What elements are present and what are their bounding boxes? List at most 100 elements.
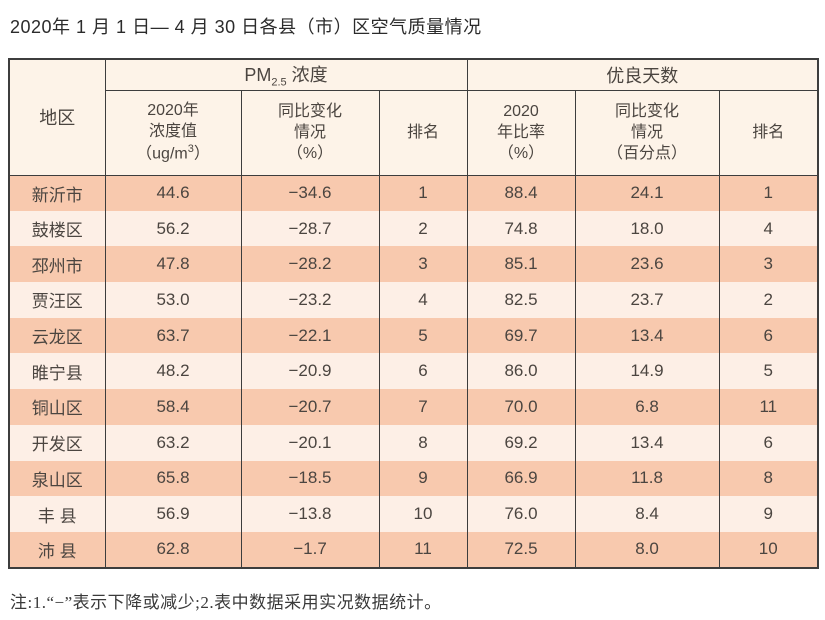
good-change-cell: 24.1 — [574, 175, 720, 211]
header-good-change: 同比变化 情况 （百分点） — [574, 89, 720, 176]
pm-value-cell: 65.8 — [104, 460, 242, 497]
table-row: 鼓楼区 56.2 −28.7 2 74.8 18.0 4 — [8, 210, 819, 247]
region-cell: 邳州市 — [8, 246, 106, 283]
good-change-cell: 8.0 — [574, 531, 720, 568]
pm-rank-cell: 6 — [378, 353, 468, 390]
good-rank-cell: 1 — [718, 175, 819, 211]
pm-value-cell: 47.8 — [104, 246, 242, 283]
good-rank-cell: 3 — [718, 246, 819, 283]
pm-rank-cell: 2 — [378, 210, 468, 247]
header-region: 地区 — [8, 58, 106, 176]
pm-label: PM — [244, 64, 272, 85]
good-ratio-cell: 70.0 — [466, 389, 576, 425]
good-ratio-cell: 72.5 — [466, 531, 576, 568]
table-row: 沛 县 62.8 −1.7 11 72.5 8.0 10 — [8, 531, 819, 568]
region-cell: 泉山区 — [8, 460, 106, 497]
table-row: 丰 县 56.9 −13.8 10 76.0 8.4 9 — [8, 496, 819, 532]
good-change-cell: 23.7 — [574, 282, 720, 318]
pm-change-cell: −18.5 — [240, 460, 380, 497]
pm-change-cell: −34.6 — [240, 175, 380, 211]
table-row: 邳州市 47.8 −28.2 3 85.1 23.6 3 — [8, 246, 819, 283]
air-quality-table: 地区 PM2.5 浓度 优良天数 2020年 浓度值 （ug/m3） 同比变化 情… — [8, 58, 820, 569]
header-line: 年比率 — [497, 123, 546, 141]
good-change-cell: 13.4 — [574, 424, 720, 461]
good-rank-cell: 4 — [718, 210, 819, 247]
pm-rank-cell: 7 — [378, 389, 468, 425]
pm-value-cell: 58.4 — [104, 389, 242, 425]
pm-change-cell: −28.7 — [240, 210, 380, 247]
good-change-cell: 18.0 — [574, 210, 720, 247]
good-change-cell: 11.8 — [574, 460, 720, 497]
good-rank-cell: 10 — [718, 531, 819, 568]
pm-change-cell: −1.7 — [240, 531, 380, 568]
header-line: 浓度值 — [148, 123, 197, 141]
header-line: （ug/m3） — [106, 142, 241, 164]
table-header: 地区 PM2.5 浓度 优良天数 2020年 浓度值 （ug/m3） 同比变化 情… — [8, 58, 819, 176]
good-ratio-cell: 85.1 — [466, 246, 576, 283]
pm-rank-cell: 10 — [378, 496, 468, 532]
region-cell: 贾汪区 — [8, 282, 106, 318]
unit-suffix: ） — [193, 145, 210, 163]
pm-value-cell: 48.2 — [104, 353, 242, 390]
region-cell: 铜山区 — [8, 389, 106, 425]
pm-change-cell: −22.1 — [240, 317, 380, 354]
header-group-pm25: PM2.5 浓度 — [104, 58, 468, 91]
header-group-row: 地区 PM2.5 浓度 优良天数 — [8, 58, 819, 176]
good-rank-cell: 9 — [718, 496, 819, 532]
region-cell: 睢宁县 — [8, 353, 106, 390]
page-title: 2020年 1 月 1 日— 4 月 30 日各县（市）区空气质量情况 — [10, 17, 482, 37]
pm-value-cell: 56.2 — [104, 210, 242, 247]
header-sub-row: 2020年 浓度值 （ug/m3） 同比变化 情况 （%） 排名 2020 年比… — [9, 89, 819, 176]
table-row: 开发区 63.2 −20.1 8 69.2 13.4 6 — [8, 424, 819, 461]
unit-superscript: 3 — [187, 143, 194, 156]
pm-change-cell: −13.8 — [240, 496, 380, 532]
pm-value-cell: 56.9 — [104, 496, 242, 532]
good-change-cell: 14.9 — [574, 353, 720, 390]
good-change-cell: 6.8 — [574, 389, 720, 425]
good-rank-cell: 6 — [718, 424, 819, 461]
header-pm-value: 2020年 浓度值 （ug/m3） — [104, 89, 242, 176]
pm-rank-cell: 9 — [378, 460, 468, 497]
good-ratio-cell: 82.5 — [466, 282, 576, 318]
pm-value-cell: 62.8 — [104, 531, 242, 568]
pm-rank-cell: 5 — [378, 317, 468, 354]
table-row: 睢宁县 48.2 −20.9 6 86.0 14.9 5 — [8, 353, 819, 390]
header-line: （%） — [286, 145, 334, 163]
region-cell: 沛 县 — [8, 531, 106, 568]
good-ratio-cell: 69.2 — [466, 424, 576, 461]
table-row: 贾汪区 53.0 −23.2 4 82.5 23.7 2 — [8, 282, 819, 318]
pm-rank-cell: 8 — [378, 424, 468, 461]
good-ratio-cell: 76.0 — [466, 496, 576, 532]
header-line: 同比变化 — [277, 102, 342, 120]
region-cell: 新沂市 — [8, 175, 106, 211]
table-row: 铜山区 58.4 −20.7 7 70.0 6.8 11 — [8, 389, 819, 425]
good-ratio-cell: 88.4 — [466, 175, 576, 211]
pm-rank-cell: 4 — [378, 282, 468, 318]
good-ratio-cell: 69.7 — [466, 317, 576, 354]
header-pm-change: 同比变化 情况 （%） — [240, 89, 380, 176]
good-change-cell: 23.6 — [574, 246, 720, 283]
good-change-cell: 8.4 — [574, 496, 720, 532]
good-ratio-cell: 86.0 — [466, 353, 576, 390]
pm-value-cell: 63.7 — [104, 317, 242, 354]
header-line: 2020年 — [147, 102, 199, 120]
header-good-rank: 排名 — [718, 89, 819, 176]
pm-change-cell: −20.7 — [240, 389, 380, 425]
header-group-good-days: 优良天数 — [466, 58, 819, 91]
pm-value-cell: 44.6 — [104, 175, 242, 211]
region-cell: 开发区 — [8, 424, 106, 461]
header-line: 2020 — [503, 102, 539, 120]
unit-prefix: （ug/m — [136, 145, 188, 163]
good-rank-cell: 8 — [718, 460, 819, 497]
pm-concentration-label: 浓度 — [291, 64, 328, 85]
header-line: （%） — [497, 145, 545, 163]
good-ratio-cell: 66.9 — [466, 460, 576, 497]
pm-change-cell: −28.2 — [240, 246, 380, 283]
header-good-ratio: 2020 年比率 （%） — [466, 89, 576, 176]
header-line: 同比变化 — [615, 102, 680, 120]
pm-subscript: 2.5 — [271, 76, 287, 89]
good-rank-cell: 6 — [718, 317, 819, 354]
region-cell: 云龙区 — [8, 317, 106, 354]
good-rank-cell: 5 — [718, 353, 819, 390]
